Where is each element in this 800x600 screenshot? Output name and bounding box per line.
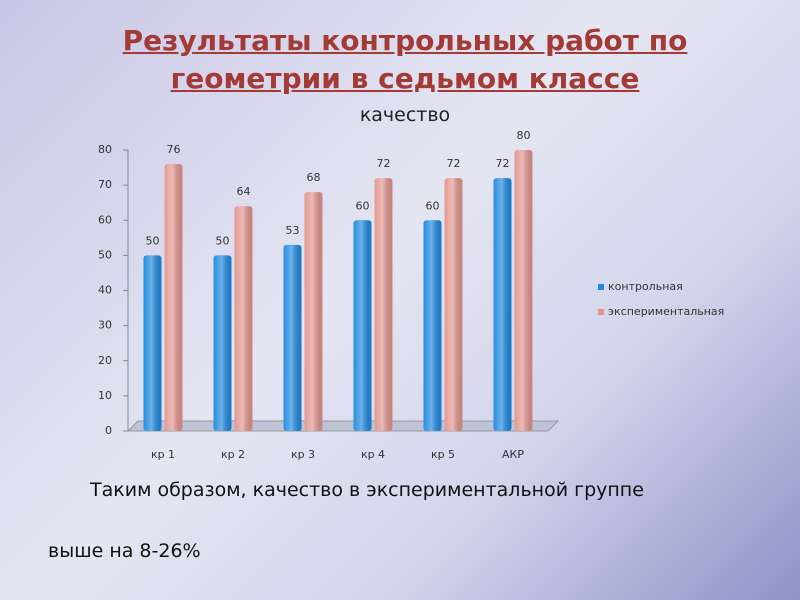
x-tick-label: кр 4	[361, 448, 385, 461]
y-tick-label: 20	[98, 354, 112, 367]
bar-shine	[304, 192, 323, 431]
bar-shine	[234, 206, 253, 431]
y-tick-label: 10	[98, 389, 112, 402]
value-label: 53	[286, 224, 300, 237]
value-label: 72	[447, 157, 461, 170]
y-tick-label: 0	[105, 424, 112, 437]
x-tick-label: кр 1	[151, 448, 175, 461]
chart: 0 10 20 30 40 50 60 70 80 кр 1 50 76 кр 2 50 64 кр 3 53 6…	[98, 129, 724, 461]
x-tick-label: кр 5	[431, 448, 455, 461]
value-label: 72	[496, 157, 510, 170]
legend-swatch	[598, 284, 604, 290]
bar-shine	[514, 150, 533, 431]
bar-shine	[283, 244, 302, 431]
value-label: 60	[356, 199, 370, 212]
chart-subtitle: качество	[359, 104, 451, 126]
value-label: 50	[146, 234, 160, 247]
bar-shine	[164, 164, 183, 432]
x-tick-label: кр 2	[221, 448, 245, 461]
value-label: 64	[237, 185, 251, 198]
y-tick-label: 80	[98, 143, 112, 156]
bar-shine	[493, 178, 512, 431]
y-tick-label: 30	[98, 319, 112, 332]
value-label: 72	[377, 157, 391, 170]
value-label: 60	[426, 199, 440, 212]
bar-shine	[423, 220, 442, 431]
value-label: 50	[216, 234, 230, 247]
bar-shine	[444, 178, 463, 431]
bar-shine	[213, 255, 232, 431]
y-tick-label: 50	[98, 248, 112, 261]
legend-swatch	[598, 309, 604, 315]
value-label: 80	[517, 129, 531, 142]
y-tick-label: 40	[98, 284, 112, 297]
value-label: 76	[167, 143, 181, 156]
slide-title: Результаты контрольных работ по геометри…	[122, 24, 688, 95]
y-tick-label: 60	[98, 213, 112, 226]
note: выше на 8-26%	[48, 540, 201, 562]
x-tick-label: АКР	[502, 448, 524, 461]
note: Таким образом, качество в эксперименталь…	[90, 479, 644, 501]
bar-shine	[143, 255, 162, 431]
x-tick-label: кр 3	[291, 448, 315, 461]
bar-shine	[374, 178, 393, 431]
legend-label: контрольная	[608, 280, 683, 293]
value-label: 68	[307, 171, 321, 184]
y-tick-label: 70	[98, 178, 112, 191]
legend-label: экспериментальная	[608, 305, 724, 318]
bar-shine	[353, 220, 372, 431]
